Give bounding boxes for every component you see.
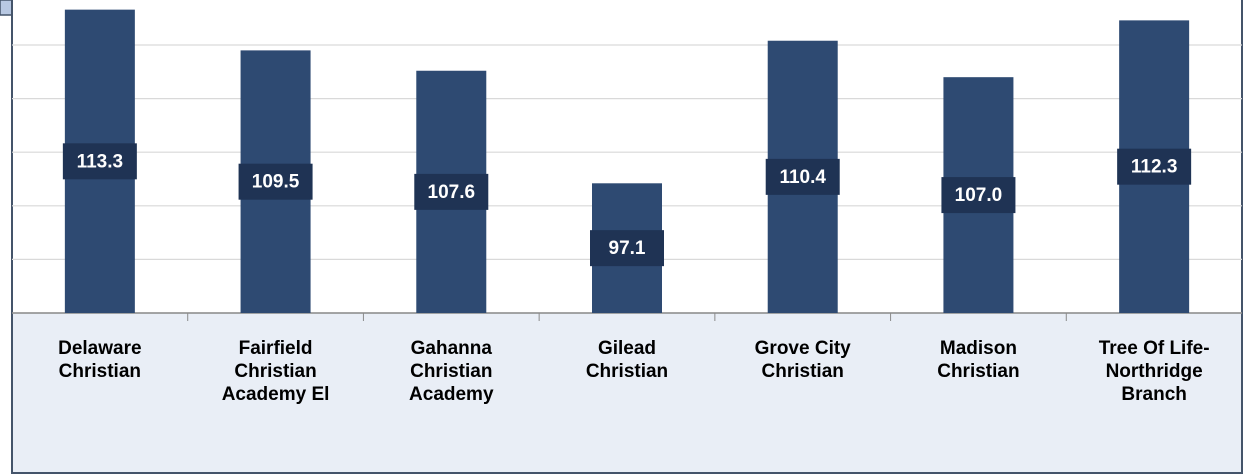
data-label-box bbox=[941, 177, 1016, 214]
x-tick-label: Fairfield Christian Academy El bbox=[221, 338, 330, 405]
data-label-box bbox=[765, 158, 840, 195]
data-label: 109.5 bbox=[252, 172, 300, 193]
x-tick-label: Delaware Christian bbox=[58, 338, 142, 382]
data-label: 113.3 bbox=[77, 151, 124, 172]
data-label-box bbox=[590, 230, 664, 267]
x-tick-label: Gahanna Christian Academy bbox=[409, 338, 494, 405]
x-tick-label: Gilead Christian bbox=[585, 338, 669, 382]
data-label-box bbox=[1117, 148, 1192, 185]
x-tick-label: Grove City Christian bbox=[754, 338, 851, 382]
data-label: 110.4 bbox=[779, 167, 826, 188]
corner-tab bbox=[0, 0, 13, 16]
data-label: 112.3 bbox=[1131, 157, 1178, 178]
category-panel bbox=[12, 313, 1242, 474]
data-label-box bbox=[414, 173, 489, 210]
data-label: 107.0 bbox=[955, 185, 1003, 206]
data-label: 107.6 bbox=[428, 182, 476, 203]
x-tick-label: Tree Of Life-Northridge Branch bbox=[1098, 338, 1210, 405]
data-label-box bbox=[62, 143, 137, 180]
data-label: 97.1 bbox=[609, 238, 646, 259]
data-label-box bbox=[238, 163, 313, 200]
x-tick-label: Madison Christian bbox=[937, 338, 1020, 382]
